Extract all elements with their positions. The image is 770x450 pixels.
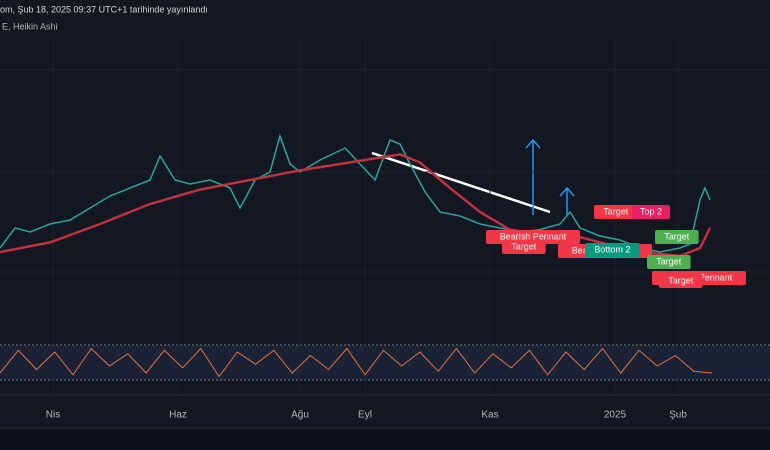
label-text: Target [511,241,537,251]
indicator-label: E, Heikin Ashi [2,21,58,31]
price-line [0,133,711,253]
x-tick-label: Eyl [358,410,372,421]
label-text: Target [656,256,682,266]
label-box [632,205,670,219]
up-arrows [525,138,575,215]
label-text: Target [664,231,690,241]
pattern-label: Top 2 [632,205,670,219]
x-tick-label: Haz [169,410,187,421]
label-box [585,243,640,257]
label-text: Bearish Pennant [500,231,567,241]
label-text: Bottom 2 [594,244,630,254]
label-text: Top 2 [640,206,662,216]
label-box [594,205,638,219]
label-box [659,274,703,288]
x-tick-label: 2025 [604,410,627,421]
pattern-label: Target [502,240,546,254]
trend-line [371,151,551,214]
label-text: Target [668,275,694,285]
oscillator-band [0,345,770,380]
pattern-label: Target [655,230,699,244]
pattern-label: Target [647,255,691,269]
pattern-label: Bottom 2 [585,243,640,257]
x-tick-label: Nis [46,410,60,421]
pattern-label: Target [594,205,638,219]
x-tick-label: Şub [669,410,687,421]
label-box [655,230,699,244]
bottom-bar [0,428,770,450]
pattern-label: Target [659,274,703,288]
publish-info: om, Şub 18, 2025 09:37 UTC+1 tarihinde y… [0,4,208,14]
oscillator-line [0,347,713,378]
label-box [502,240,546,254]
label-text: Target [603,206,629,216]
label-box [647,255,691,269]
x-tick-label: Kas [481,410,498,421]
x-tick-label: Ağu [291,410,309,421]
